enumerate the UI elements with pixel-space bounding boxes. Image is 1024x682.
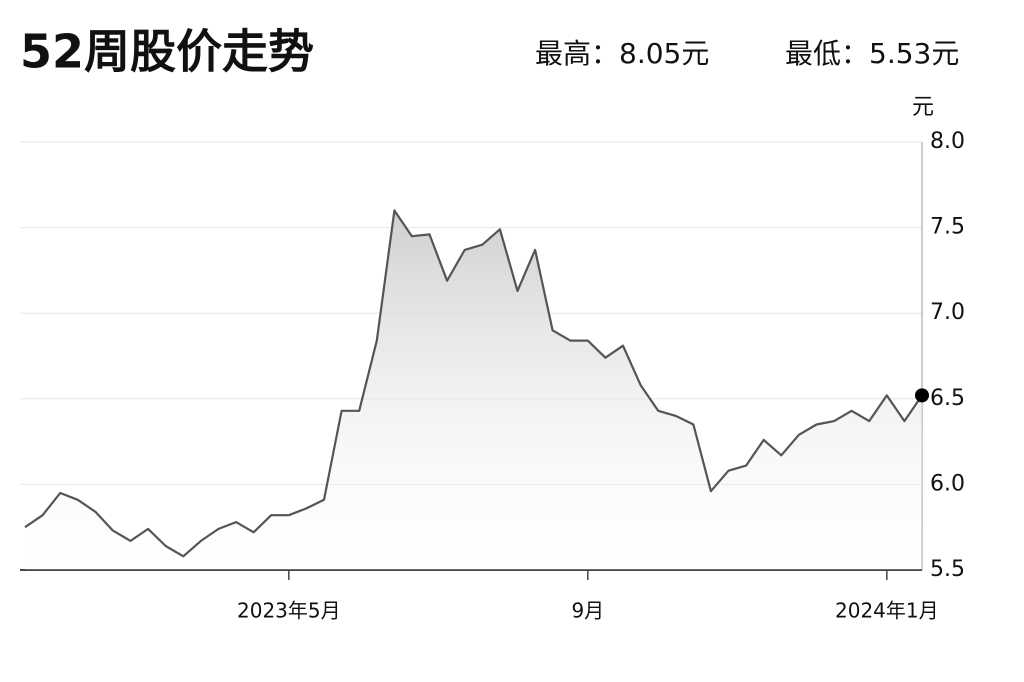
x-tick-label: 2024年1月: [835, 599, 939, 623]
y-tick-label: 8.0: [930, 129, 965, 154]
area: [25, 210, 922, 570]
y-tick-label: 5.5: [930, 557, 965, 582]
x-tick-label: 2023年5月: [237, 599, 341, 623]
y-axis-unit: 元: [912, 95, 934, 120]
y-tick-label: 6.5: [930, 386, 965, 411]
y-tick-label: 7.5: [930, 215, 965, 240]
y-tick-label: 6.0: [930, 471, 965, 496]
chart-title: 52周股价走势: [20, 25, 314, 79]
y-tick-label: 7.0: [930, 300, 965, 325]
price-line: [24, 209, 923, 558]
annotation: 最低：5.53元: [785, 37, 959, 70]
x-tick-label: 9月: [571, 599, 604, 623]
annotation: 最高：8.05元: [535, 37, 709, 70]
last-point: [915, 388, 929, 403]
